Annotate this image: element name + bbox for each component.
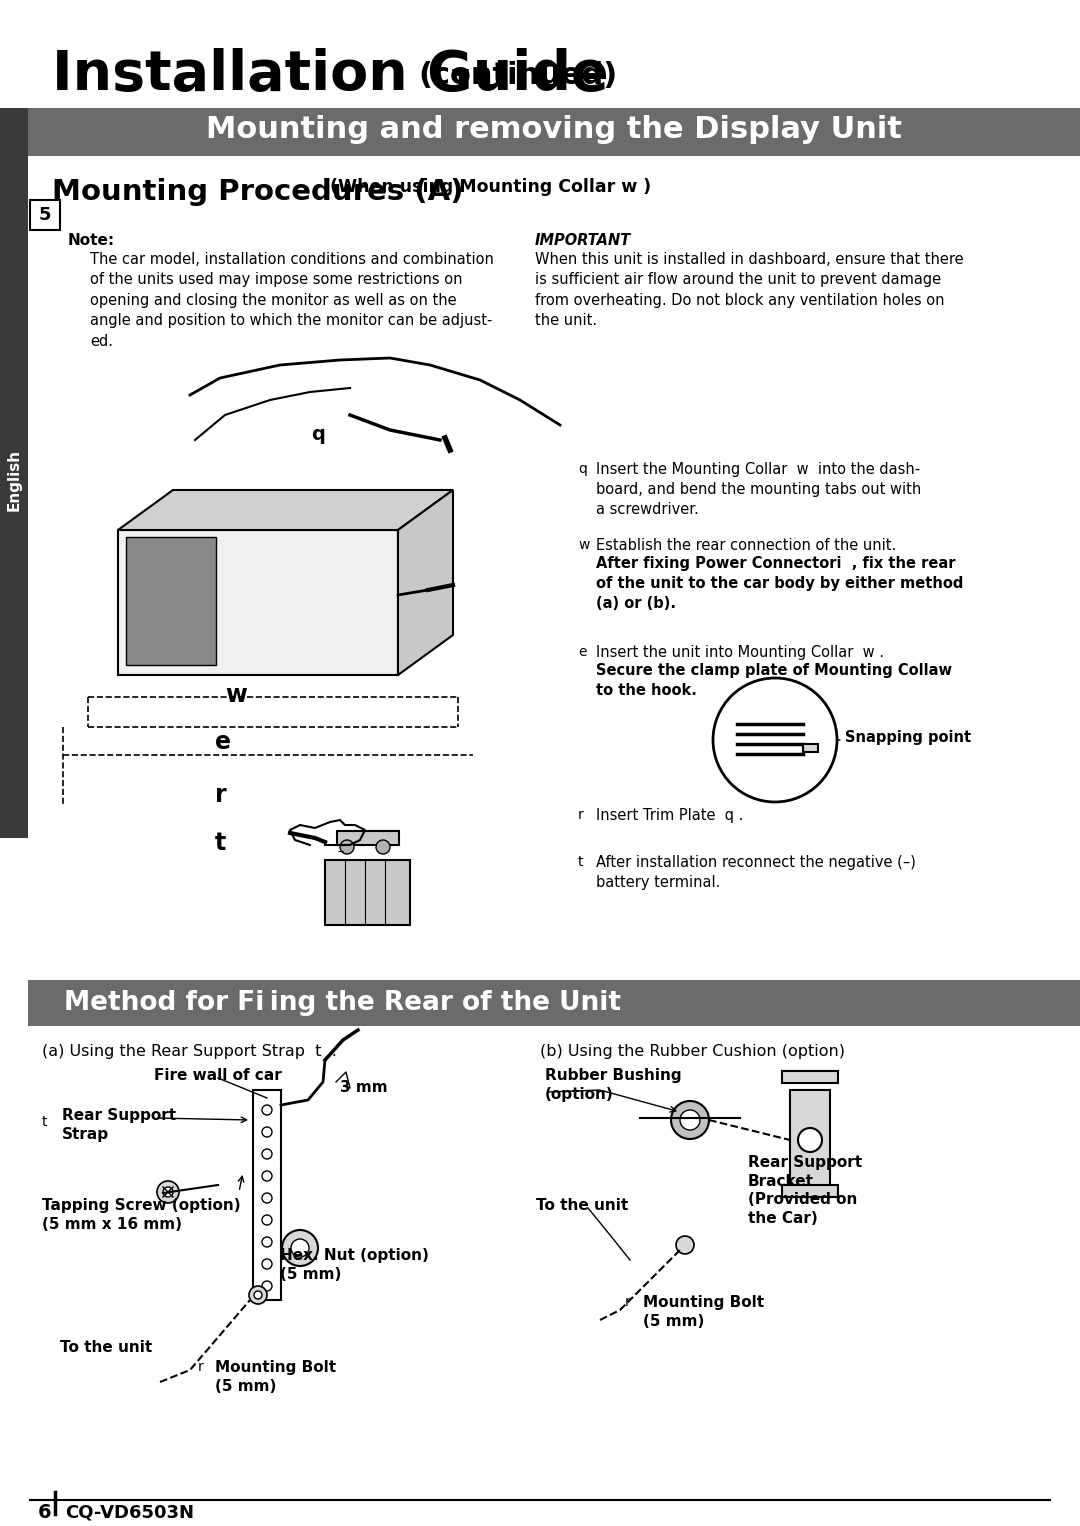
Text: After fixing Power Connectori  , fix the rear
of the unit to the car body by eit: After fixing Power Connectori , fix the … [596,555,963,610]
Text: e: e [215,729,231,754]
Text: 5: 5 [39,206,51,224]
Circle shape [262,1149,272,1160]
Text: t: t [42,1116,48,1129]
Circle shape [262,1105,272,1116]
Text: Mounting and removing the Display Unit: Mounting and removing the Display Unit [206,116,902,145]
Circle shape [262,1193,272,1202]
Text: (b) Using the Rubber Cushion (option): (b) Using the Rubber Cushion (option) [540,1044,845,1059]
Text: t: t [578,855,583,868]
Text: Establish the rear connection of the unit.: Establish the rear connection of the uni… [596,539,896,552]
Circle shape [163,1187,173,1196]
Text: r: r [625,1296,631,1309]
Bar [28,980,1080,1025]
Bar [337,832,399,845]
Text: English: English [6,449,22,511]
Text: After installation reconnect the negative (–)
battery terminal.: After installation reconnect the negativ… [596,855,916,890]
Text: Secure the clamp plate of Mounting Collaw
to the hook.: Secure the clamp plate of Mounting Colla… [596,662,951,697]
Circle shape [291,1239,309,1257]
Text: To the unit: To the unit [60,1340,152,1355]
Circle shape [680,1109,700,1129]
Text: w: w [578,539,590,552]
Circle shape [262,1128,272,1137]
Circle shape [376,839,390,855]
Text: Tapping Screw (option)
(5 mm x 16 mm): Tapping Screw (option) (5 mm x 16 mm) [42,1198,241,1231]
Polygon shape [399,490,453,674]
Text: IMPORTANT: IMPORTANT [535,233,631,249]
Circle shape [262,1280,272,1291]
Text: (a) Using the Rear Support Strap  t  .: (a) Using the Rear Support Strap t . [42,1044,337,1059]
Text: To the unit: To the unit [536,1198,629,1213]
Text: Rear Support
Strap: Rear Support Strap [62,1108,176,1141]
Text: (When using Mounting Collar w ): (When using Mounting Collar w ) [330,179,651,195]
Text: Insert the unit into Mounting Collar  w .: Insert the unit into Mounting Collar w . [596,645,885,661]
Circle shape [262,1215,272,1225]
Text: Rear Support
Bracket
(Provided on
the Car): Rear Support Bracket (Provided on the Ca… [748,1155,862,1225]
Circle shape [676,1236,694,1254]
Text: Note:: Note: [68,233,116,249]
Bar [804,745,818,752]
Text: r: r [578,807,584,823]
Circle shape [262,1238,272,1247]
Text: 3 mm: 3 mm [340,1080,388,1096]
Text: t: t [215,832,226,855]
Text: q: q [578,462,586,476]
Circle shape [282,1230,318,1267]
Text: Installation Guide: Installation Guide [52,47,609,102]
Text: (continued): (continued) [418,61,618,90]
Text: e: e [578,645,586,659]
Text: When this unit is installed in dashboard, ensure that there
is sufficient air fl: When this unit is installed in dashboard… [535,252,963,328]
Bar [0,108,28,838]
Text: Insert the Mounting Collar  w  into the dash-
board, and bend the mounting tabs : Insert the Mounting Collar w into the da… [596,462,921,517]
Text: Fire wall of car: Fire wall of car [154,1068,282,1083]
Text: Hex. Nut (option)
(5 mm): Hex. Nut (option) (5 mm) [280,1248,429,1282]
Text: r: r [215,783,227,807]
Circle shape [798,1128,822,1152]
Circle shape [262,1170,272,1181]
Text: Rubber Bushing
(option): Rubber Bushing (option) [545,1068,681,1102]
Bar [118,530,399,674]
Text: Mounting Bolt
(5 mm): Mounting Bolt (5 mm) [643,1296,765,1329]
Bar [28,108,1080,156]
Text: r: r [198,1360,204,1373]
Text: The car model, installation conditions and combination
of the units used may imp: The car model, installation conditions a… [90,252,494,348]
Text: Snapping point: Snapping point [845,729,971,745]
Text: Mounting Bolt
(5 mm): Mounting Bolt (5 mm) [215,1360,336,1393]
Bar [782,1186,838,1196]
Circle shape [254,1291,262,1299]
Text: CQ-VD6503N: CQ-VD6503N [65,1505,194,1521]
Bar [782,1071,838,1083]
Bar [126,537,216,665]
Bar [325,861,410,925]
Circle shape [249,1286,267,1305]
Text: Mounting Procedures (A): Mounting Procedures (A) [52,179,463,206]
Bar [253,1090,281,1300]
Text: 6: 6 [38,1503,52,1523]
Circle shape [713,678,837,803]
Text: w: w [225,684,247,707]
Text: –: – [338,845,345,859]
Text: Insert Trim Plate  q .: Insert Trim Plate q . [596,807,743,823]
Text: Method for Fi ing the Rear of the Unit: Method for Fi ing the Rear of the Unit [64,990,621,1016]
Circle shape [262,1259,272,1270]
Bar [789,1090,831,1190]
Text: q: q [311,426,325,444]
Circle shape [340,839,354,855]
Polygon shape [118,490,453,530]
Bar [30,200,60,230]
Circle shape [157,1181,179,1202]
Circle shape [671,1100,708,1138]
